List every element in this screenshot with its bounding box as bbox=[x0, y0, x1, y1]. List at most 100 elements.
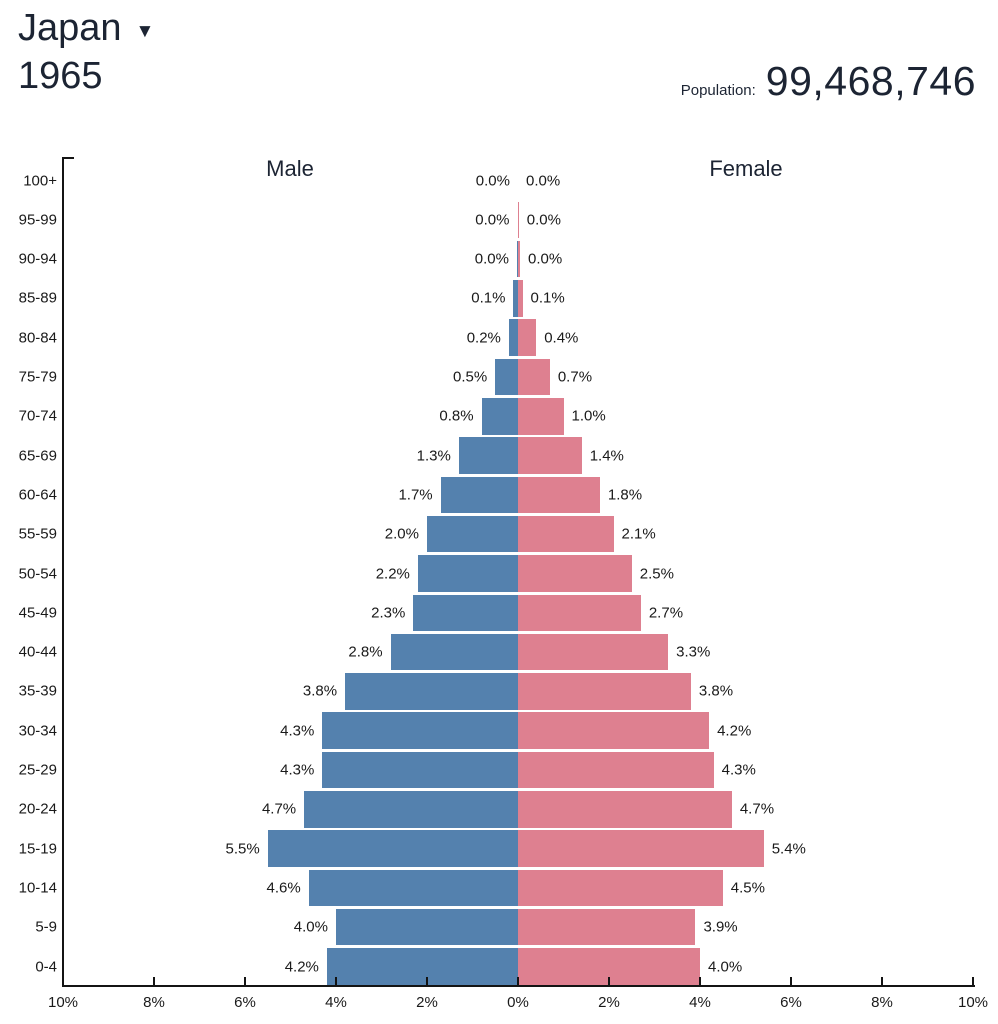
female-bar[interactable] bbox=[518, 751, 714, 789]
female-bar[interactable] bbox=[518, 319, 537, 356]
male-value-label: 4.6% bbox=[266, 879, 301, 897]
x-axis-tick-label: 4% bbox=[325, 994, 347, 1011]
female-value-label: 0.7% bbox=[557, 368, 593, 386]
female-bar[interactable] bbox=[518, 358, 550, 396]
female-bar[interactable] bbox=[518, 830, 764, 867]
age-label: 20-24 bbox=[18, 800, 57, 818]
male-bar[interactable] bbox=[508, 319, 518, 356]
female-bar[interactable] bbox=[518, 594, 641, 632]
female-bar[interactable] bbox=[518, 476, 600, 514]
age-label: 30-34 bbox=[18, 722, 57, 740]
female-bar[interactable] bbox=[518, 633, 669, 671]
age-label: 5-9 bbox=[35, 918, 57, 936]
female-bar[interactable] bbox=[518, 908, 696, 946]
country-name: Japan bbox=[18, 7, 122, 49]
male-bar[interactable] bbox=[513, 280, 518, 317]
female-bar[interactable] bbox=[518, 869, 723, 907]
population-readout: Population: 99,468,746 bbox=[681, 58, 976, 105]
male-value-label: 4.7% bbox=[261, 800, 297, 818]
male-bar[interactable] bbox=[304, 791, 518, 828]
x-axis-tick bbox=[244, 977, 246, 985]
x-axis-tick bbox=[62, 977, 64, 985]
pyramid-chart: Male Female 100+ 0.0% 0.0% 95-99 0.0% 0.0% 90-… bbox=[0, 140, 998, 1024]
y-axis-top-tick bbox=[62, 157, 74, 159]
x-axis-tick bbox=[153, 977, 155, 985]
male-value-label: 4.0% bbox=[293, 918, 328, 936]
male-bar[interactable] bbox=[322, 712, 518, 749]
male-bar[interactable] bbox=[495, 358, 518, 396]
male-bar[interactable] bbox=[267, 830, 518, 867]
population-label: Population: bbox=[680, 82, 756, 99]
x-axis-tick bbox=[426, 977, 428, 985]
male-bar[interactable] bbox=[413, 594, 518, 632]
male-value-label: 1.7% bbox=[398, 486, 433, 504]
male-value-label: 4.3% bbox=[280, 761, 315, 779]
female-value-label: 5.4% bbox=[771, 840, 806, 858]
female-value-label: 4.2% bbox=[717, 722, 752, 740]
age-label: 70-74 bbox=[18, 407, 57, 425]
female-bar[interactable] bbox=[518, 673, 691, 710]
female-value-label: 3.8% bbox=[698, 682, 734, 700]
male-bar[interactable] bbox=[308, 869, 518, 907]
male-bar[interactable] bbox=[440, 476, 518, 514]
male-value-label: 1.3% bbox=[416, 447, 451, 465]
male-value-label: 0.0% bbox=[475, 211, 510, 229]
male-bar[interactable] bbox=[390, 633, 518, 671]
male-bar[interactable] bbox=[517, 240, 518, 278]
male-value-label: 5.5% bbox=[225, 840, 260, 858]
male-bar[interactable] bbox=[417, 555, 518, 592]
age-label: 95-99 bbox=[18, 211, 57, 229]
female-value-label: 1.4% bbox=[589, 447, 624, 465]
female-value-label: 0.0% bbox=[526, 211, 561, 229]
female-value-label: 1.0% bbox=[571, 407, 606, 425]
male-value-label: 0.5% bbox=[453, 368, 488, 386]
x-axis-tick bbox=[790, 977, 792, 985]
female-value-label: 4.7% bbox=[739, 800, 775, 818]
female-value-label: 3.3% bbox=[676, 643, 711, 661]
male-bar[interactable] bbox=[517, 201, 518, 239]
age-label: 90-94 bbox=[18, 250, 57, 268]
female-bar[interactable] bbox=[518, 555, 632, 592]
male-bar[interactable] bbox=[427, 515, 518, 553]
x-axis-tick bbox=[972, 977, 974, 985]
age-label: 55-59 bbox=[18, 525, 57, 543]
x-axis-tick-label: 2% bbox=[416, 994, 438, 1011]
female-bar[interactable] bbox=[518, 515, 614, 553]
female-value-label: 4.3% bbox=[721, 761, 756, 779]
female-value-label: 0.0% bbox=[528, 250, 563, 268]
male-value-label: 2.0% bbox=[384, 525, 419, 543]
female-value-label: 2.7% bbox=[648, 604, 684, 622]
male-bar[interactable] bbox=[326, 948, 518, 985]
female-bar[interactable] bbox=[518, 791, 732, 828]
female-bar[interactable] bbox=[518, 240, 520, 278]
female-value-label: 0.4% bbox=[544, 329, 579, 347]
age-label: 35-39 bbox=[18, 682, 57, 700]
male-value-label: 0.1% bbox=[471, 289, 506, 307]
x-axis-tick bbox=[517, 977, 519, 985]
female-bar[interactable] bbox=[518, 437, 582, 474]
x-axis-tick-label: 10% bbox=[47, 994, 79, 1011]
country-selector[interactable]: Japan ▼ bbox=[18, 7, 154, 50]
male-bar[interactable] bbox=[458, 437, 518, 474]
male-value-label: 0.8% bbox=[439, 407, 474, 425]
female-value-label: 2.1% bbox=[621, 525, 656, 543]
x-axis-tick-label: 2% bbox=[598, 994, 620, 1011]
male-bar[interactable] bbox=[345, 673, 518, 710]
x-axis-tick-label: 0% bbox=[507, 994, 529, 1011]
female-bar[interactable] bbox=[518, 201, 519, 239]
x-axis-line bbox=[62, 985, 975, 987]
female-value-label: 0.0% bbox=[526, 172, 561, 189]
female-bar[interactable] bbox=[518, 280, 523, 317]
age-label: 10-14 bbox=[18, 879, 57, 897]
female-bar[interactable] bbox=[518, 398, 564, 435]
x-axis-tick-label: 8% bbox=[143, 994, 165, 1011]
age-label: 45-49 bbox=[18, 604, 57, 622]
male-bar[interactable] bbox=[322, 751, 518, 789]
female-value-label: 3.9% bbox=[703, 918, 738, 936]
age-label: 65-69 bbox=[18, 447, 57, 465]
male-bar[interactable] bbox=[336, 908, 518, 946]
x-axis-tick-label: 4% bbox=[689, 994, 711, 1011]
male-bar[interactable] bbox=[481, 398, 518, 435]
female-bar[interactable] bbox=[518, 712, 710, 749]
